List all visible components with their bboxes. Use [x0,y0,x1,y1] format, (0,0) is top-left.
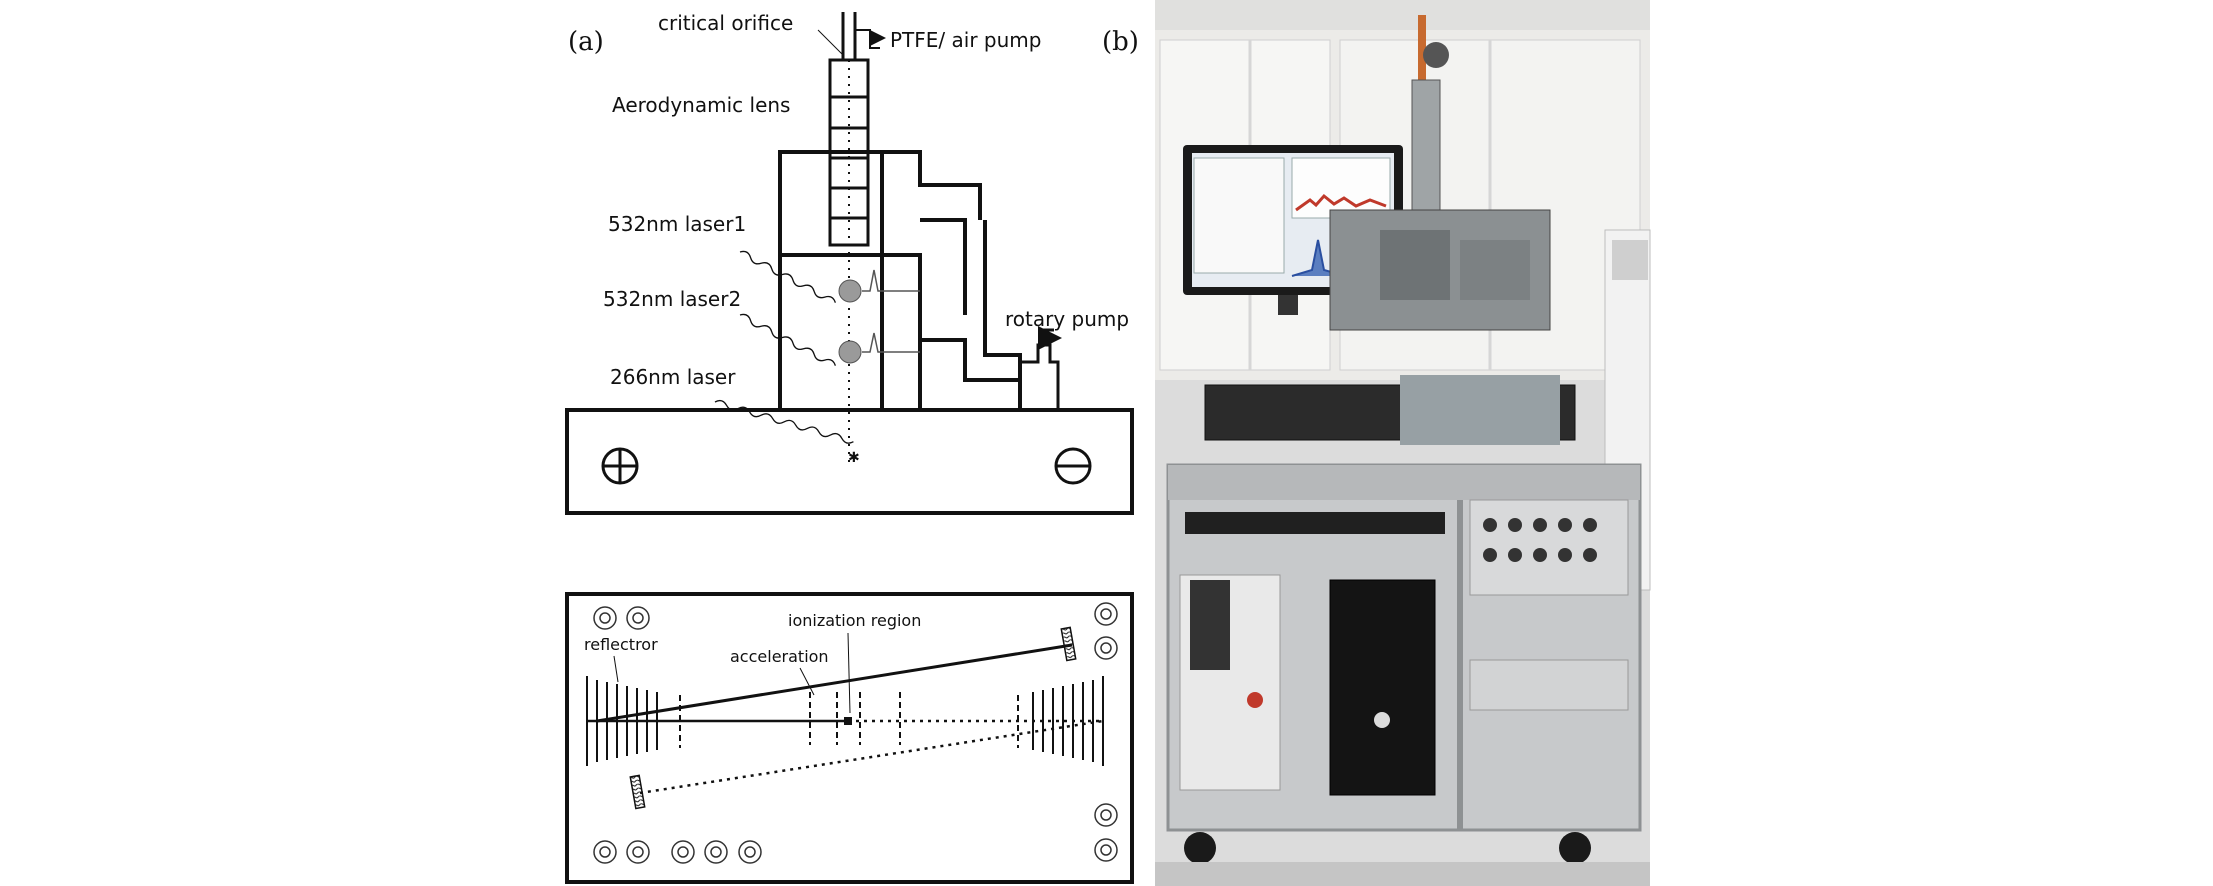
negative-polarity-icon [1054,447,1092,485]
panel-a-tag: (a) [568,27,604,57]
laser2-signal [862,332,920,353]
computer-tower [1329,579,1436,796]
rotary-pump-port [1018,326,1062,410]
tof-frame [565,592,1134,884]
panel-tof-schematic: ionization region reflectror acceleratio… [565,592,1134,884]
laser3-label: 266nm laser [610,365,736,389]
detector-rings [593,602,1118,864]
rotary-pump-label: rotary pump [1005,307,1129,331]
ptfe-pump-label: PTFE/ air pump [890,28,1041,52]
reflector-label: reflectror [584,635,658,654]
panel-b-tag: (b) [1102,27,1139,57]
flight-tube-body [565,408,1134,515]
ionization-point-icon: ✱ [848,450,860,466]
ionization-point [844,717,852,725]
control-panel [1469,499,1629,596]
acceleration-label: acceleration [730,647,829,666]
acceleration-electrodes [809,692,901,745]
aerodynamic-lens-label: Aerodynamic lens [612,93,790,117]
laser1-beam [739,250,836,303]
ion-path-upper [596,643,1073,723]
vacuum-chamber [778,150,1022,410]
lower-detector-plate [629,774,646,810]
laser1-label: 532nm laser1 [608,212,746,236]
laser2-spot [838,340,862,364]
laser3-beam [714,399,854,444]
right-reflector [1017,676,1104,766]
aerodynamic-lens-column [828,12,870,247]
positive-polarity-icon [601,447,639,485]
laser2-label: 532nm laser2 [603,287,741,311]
ion-path-lower [639,719,1104,795]
laser2-beam [739,313,836,366]
panel-a-schematic: (a) critical orifice PTFE/ air pump Aero… [565,11,1134,515]
panel-b-photo: (b) [1102,0,1651,886]
ptfe-pump-arrow [855,29,886,49]
laser1-spot [838,279,862,303]
critical-orifice-label: critical orifice [658,11,793,35]
laser1-signal [862,269,920,292]
upper-detector-plate [1060,626,1077,662]
ionization-region-label: ionization region [788,611,921,630]
